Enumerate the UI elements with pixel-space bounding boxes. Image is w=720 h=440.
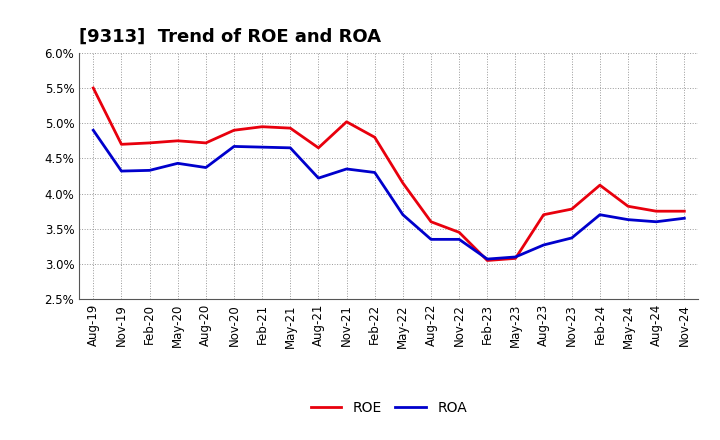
ROA <box>455 237 464 242</box>
ROA <box>174 161 182 166</box>
ROE <box>427 219 436 224</box>
ROA <box>145 168 154 173</box>
ROA <box>539 242 548 248</box>
ROA <box>399 212 408 217</box>
Line: ROE: ROE <box>94 88 684 260</box>
ROA <box>595 212 604 217</box>
ROA <box>567 235 576 241</box>
ROE <box>652 209 660 214</box>
ROE <box>117 142 126 147</box>
ROA <box>427 237 436 242</box>
ROE <box>455 230 464 235</box>
Line: ROA: ROA <box>94 130 684 259</box>
ROA <box>202 165 210 170</box>
ROA <box>286 145 294 150</box>
Legend: ROE, ROA: ROE, ROA <box>305 395 472 420</box>
ROA <box>511 254 520 260</box>
ROA <box>624 217 632 222</box>
ROE <box>230 128 238 133</box>
ROA <box>258 144 266 150</box>
ROE <box>567 206 576 212</box>
ROA <box>680 216 688 221</box>
ROE <box>595 183 604 188</box>
ROE <box>370 135 379 140</box>
ROE <box>539 212 548 217</box>
ROE <box>145 140 154 146</box>
ROA <box>314 176 323 181</box>
ROA <box>483 257 492 262</box>
ROE <box>680 209 688 214</box>
Text: [9313]  Trend of ROE and ROA: [9313] Trend of ROE and ROA <box>79 28 381 46</box>
ROE <box>89 85 98 91</box>
ROE <box>511 256 520 261</box>
ROE <box>624 204 632 209</box>
ROE <box>174 138 182 143</box>
ROE <box>314 145 323 150</box>
ROA <box>89 128 98 133</box>
ROA <box>117 169 126 174</box>
ROE <box>202 140 210 146</box>
ROA <box>230 144 238 149</box>
ROE <box>342 119 351 125</box>
ROA <box>652 219 660 224</box>
ROE <box>258 124 266 129</box>
ROA <box>370 170 379 175</box>
ROE <box>399 180 408 186</box>
ROE <box>483 258 492 263</box>
ROE <box>286 125 294 131</box>
ROA <box>342 166 351 172</box>
